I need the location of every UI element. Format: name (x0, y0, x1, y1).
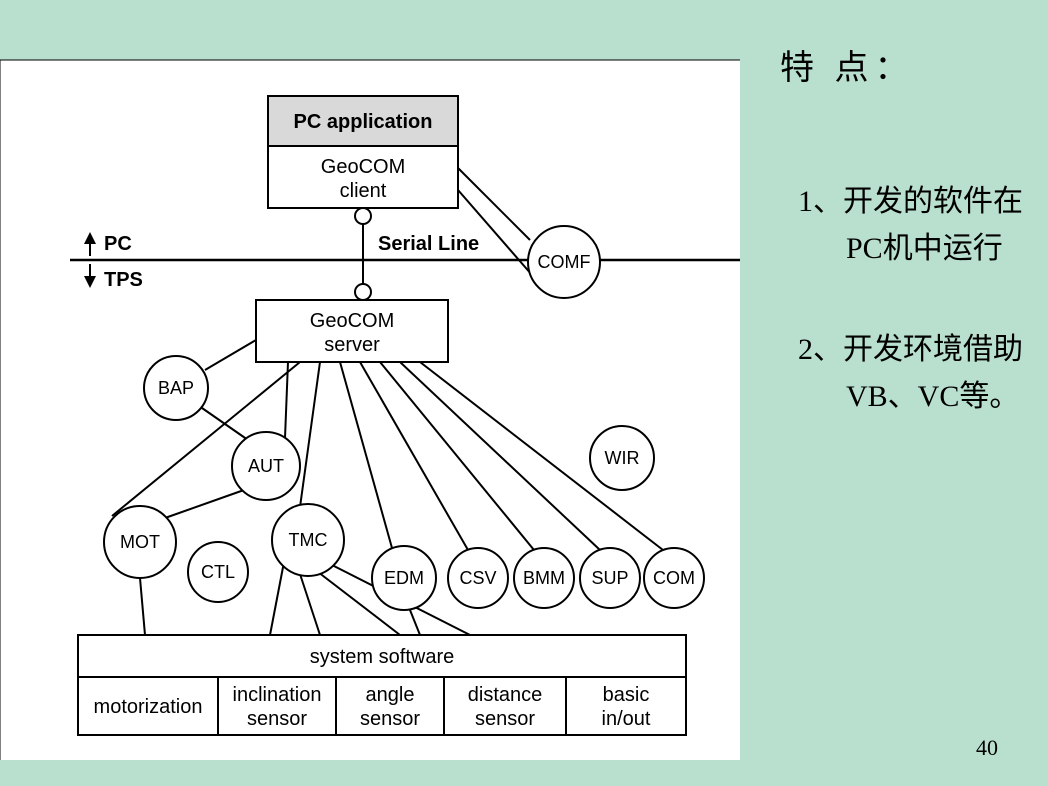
svg-text:MOT: MOT (120, 532, 160, 552)
svg-text:sensor: sensor (360, 708, 420, 730)
svg-text:WIR: WIR (605, 448, 640, 468)
svg-text:system software: system software (310, 646, 454, 668)
svg-text:client: client (340, 180, 387, 202)
svg-text:in/out: in/out (602, 708, 651, 730)
svg-text:sensor: sensor (247, 708, 307, 730)
svg-text:TPS: TPS (104, 269, 143, 291)
svg-text:motorization: motorization (94, 696, 203, 718)
svg-text:distance: distance (468, 684, 543, 706)
svg-text:PC: PC (104, 233, 132, 255)
feature-item-1: 1、开发的软件在PC机中运行 (780, 179, 1028, 272)
svg-text:CSV: CSV (459, 568, 496, 588)
svg-text:EDM: EDM (384, 568, 424, 588)
svg-text:GeoCOM: GeoCOM (321, 156, 405, 178)
svg-text:AUT: AUT (248, 456, 284, 476)
svg-text:inclination: inclination (233, 684, 322, 706)
feature-item-2: 2、开发环境借助VB、VC等。 (780, 327, 1028, 420)
page-number: 40 (976, 735, 998, 761)
svg-text:basic: basic (603, 684, 650, 706)
svg-text:sensor: sensor (475, 708, 535, 730)
svg-text:BMM: BMM (523, 568, 565, 588)
svg-text:SUP: SUP (591, 568, 628, 588)
diagram-svg: PCTPSSerial LinePC applicationGeoCOMclie… (0, 0, 760, 786)
svg-text:BAP: BAP (158, 378, 194, 398)
features-title: 特 点： (780, 40, 1028, 89)
svg-text:Serial Line: Serial Line (378, 233, 479, 255)
svg-text:GeoCOM: GeoCOM (310, 310, 394, 332)
svg-text:TMC: TMC (289, 530, 328, 550)
text-panel: 特 点： 1、开发的软件在PC机中运行 2、开发环境借助VB、VC等。 (760, 0, 1048, 786)
svg-text:server: server (324, 334, 380, 356)
svg-text:COMF: COMF (538, 252, 591, 272)
svg-text:PC application: PC application (294, 111, 433, 133)
slide: PCTPSSerial LinePC applicationGeoCOMclie… (0, 0, 1048, 786)
svg-text:angle: angle (366, 684, 415, 706)
svg-text:COM: COM (653, 568, 695, 588)
svg-text:CTL: CTL (201, 562, 235, 582)
